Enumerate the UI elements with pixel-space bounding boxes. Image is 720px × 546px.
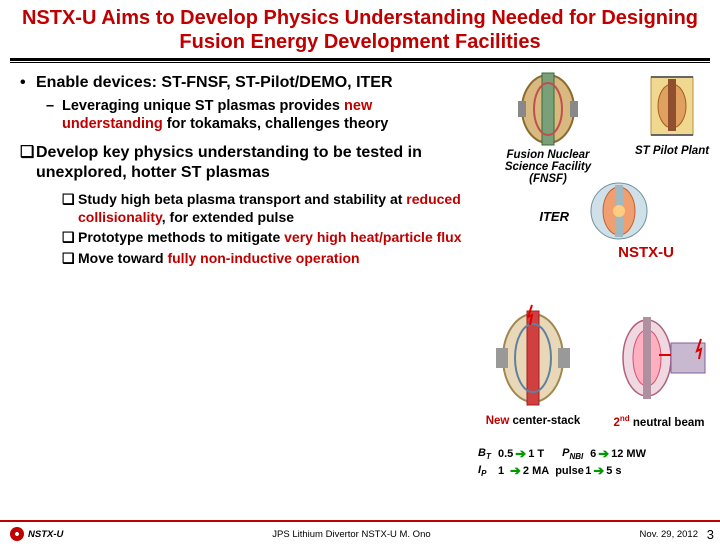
iter-icon [584, 179, 654, 243]
bullet-2-sub1: ❑ Study high beta plasma transport and s… [62, 191, 466, 226]
slide-footer: NSTX-U JPS Lithium Divertor NSTX-U M. On… [0, 520, 720, 546]
slide-title: NSTX-U Aims to Develop Physics Understan… [20, 6, 700, 54]
dash-icon: – [46, 97, 62, 133]
specs-block: BT 0.5➔1 T PNBI 6➔12 MW IP 1➔2 MA pulse … [478, 445, 712, 479]
iter-label: ITER [539, 209, 569, 224]
footer-right: Nov. 29, 2012 [640, 529, 698, 540]
footer-center: JPS Lithium Divertor NSTX-U M. Ono [63, 529, 639, 540]
newbeam-caption: 2nd neutral beam [604, 415, 714, 429]
title-rule-thick [10, 58, 710, 61]
bullet-2-sub3: ❑ Move toward fully non-inductive operat… [62, 250, 466, 268]
nstxu-label: NSTX-U [618, 244, 674, 261]
square-bullet-icon: ❑ [62, 229, 78, 247]
arrow-icon: ➔ [510, 463, 521, 479]
bullet-2-text: Develop key physics understanding to be … [36, 143, 466, 183]
spec-row-bt: BT 0.5➔1 T PNBI 6➔12 MW [478, 446, 712, 462]
bullet-1: • Enable devices: ST-FNSF, ST-Pilot/DEMO… [20, 73, 466, 93]
fig-stpilot: ST Pilot Plant [634, 69, 710, 157]
arrow-icon: ➔ [598, 446, 609, 462]
bullet-list: • Enable devices: ST-FNSF, ST-Pilot/DEMO… [6, 69, 466, 270]
bullet-2-sub2-text: Prototype methods to mitigate very high … [78, 229, 462, 247]
fig-new-center-stack: New center-stack [478, 303, 588, 427]
bullet-1-text: Enable devices: ST-FNSF, ST-Pilot/DEMO, … [36, 73, 393, 93]
bullet-1-sub1: – Leveraging unique ST plasmas provides … [46, 97, 466, 133]
square-bullet-icon: ❑ [62, 250, 78, 268]
bullet-2: ❑ Develop key physics understanding to b… [20, 143, 466, 183]
content-area: • Enable devices: ST-FNSF, ST-Pilot/DEMO… [0, 69, 720, 499]
center-stack-icon [490, 303, 576, 413]
bullet-1-sub1-text: Leveraging unique ST plasmas provides ne… [62, 97, 466, 133]
pppl-logo-icon [10, 527, 24, 541]
fig-neutral-beam: 2nd neutral beam [604, 303, 714, 429]
stpilot-caption: ST Pilot Plant [634, 145, 710, 157]
fig-iter [574, 179, 664, 243]
title-rule-thin [10, 62, 710, 63]
bullet-dot-icon: • [20, 73, 36, 93]
fnsf-icon [508, 69, 588, 147]
stpilot-icon [643, 69, 701, 143]
figure-panel: Fusion Nuclear Science Facility (FNSF) S… [478, 69, 714, 479]
bullet-2-sub2: ❑ Prototype methods to mitigate very hig… [62, 229, 466, 247]
fig-fnsf: Fusion Nuclear Science Facility (FNSF) [488, 69, 608, 185]
footer-left: NSTX-U [28, 529, 63, 540]
bullet-2-sub1-text: Study high beta plasma transport and sta… [78, 191, 466, 226]
neutral-beam-icon [609, 303, 709, 413]
spec-row-ip: IP 1➔2 MA pulse 1➔5 s [478, 463, 712, 479]
newstack-caption: New center-stack [478, 415, 588, 427]
arrow-icon: ➔ [515, 446, 526, 462]
arrow-icon: ➔ [593, 463, 604, 479]
square-bullet-icon: ❑ [62, 191, 78, 226]
square-bullet-icon: ❑ [20, 143, 36, 183]
bullet-2-sub3-text: Move toward fully non-inductive operatio… [78, 250, 360, 268]
